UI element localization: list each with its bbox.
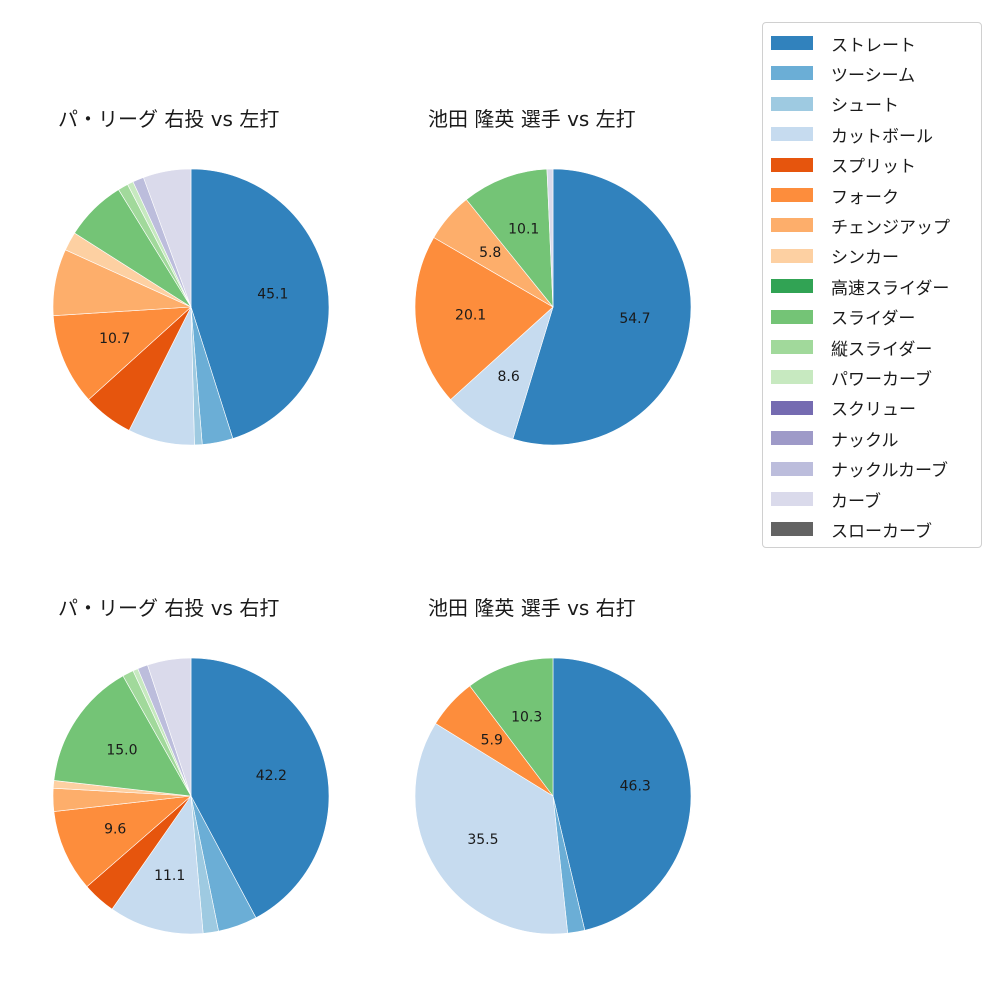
- pie-chart: 46.3 35.5 5.9 10.3: [414, 657, 692, 935]
- slice-value-label: 10.1: [508, 222, 539, 238]
- legend-label: チェンジアップ: [831, 217, 950, 238]
- legend-label: スプリット: [831, 157, 916, 178]
- legend-label: スライダー: [831, 309, 916, 330]
- legend-label: 縦スライダー: [831, 339, 933, 360]
- legend-item: ナックルカーブ: [771, 457, 948, 481]
- legend-swatch: [771, 279, 813, 294]
- legend-item: スライダー: [771, 305, 915, 329]
- legend-swatch: [771, 340, 813, 354]
- legend-item: ツーシーム: [771, 61, 916, 86]
- legend-swatch: [771, 66, 813, 81]
- chart-title: 池田 隆英 選手 vs 右打: [428, 596, 636, 620]
- legend-label: カーブ: [831, 491, 881, 512]
- legend-label: フォーク: [831, 187, 899, 208]
- slice-value-label: 9.6: [104, 821, 126, 837]
- slice-value-label: 15.0: [106, 742, 137, 758]
- legend-swatch: [771, 431, 813, 446]
- legend-item: スクリュー: [771, 396, 916, 420]
- legend-swatch: [771, 370, 813, 385]
- pie-slice: [53, 795, 192, 888]
- legend-item: 縦スライダー: [771, 335, 933, 360]
- slice-value-label: 35.5: [467, 832, 498, 848]
- slice-value-label: 11.1: [154, 868, 185, 884]
- legend-swatch: [771, 157, 813, 172]
- legend-swatch: [771, 218, 813, 233]
- slice-value-label: 46.3: [620, 778, 651, 794]
- pie-slice: [465, 168, 554, 308]
- legend-label: ツーシーム: [831, 65, 916, 86]
- slice-value-label: 5.9: [481, 732, 503, 748]
- pie-slice: [53, 675, 192, 797]
- legend-swatch: [771, 309, 813, 324]
- pie-chart: 54.7 8.6 20.1 5.8 10.1: [414, 168, 692, 446]
- chart-title: パ・リーグ 右投 vs 左打: [58, 107, 280, 131]
- legend-item: カーブ: [771, 487, 881, 512]
- pie-slice: [190, 168, 330, 439]
- legend-label: スローカーブ: [831, 521, 932, 542]
- legend-item: 高速スライダー: [771, 274, 950, 299]
- slice-value-label: 42.2: [256, 768, 287, 784]
- pie-slice: [469, 657, 554, 797]
- slice-value-label: 54.7: [619, 311, 650, 327]
- pie-slice: [414, 723, 569, 935]
- legend-label: シンカー: [831, 248, 899, 269]
- legend-item: フォーク: [771, 183, 899, 208]
- pie-slice: [147, 657, 192, 797]
- legend-item: シンカー: [771, 244, 899, 268]
- chart-title: パ・リーグ 右投 vs 右打: [58, 596, 280, 620]
- slice-value-label: 10.3: [511, 709, 542, 725]
- legend-label: シュート: [831, 96, 899, 117]
- legend-swatch: [771, 492, 813, 506]
- legend-label: スクリュー: [831, 400, 916, 421]
- legend-label: ナックル: [831, 430, 899, 451]
- legend-item: ナックル: [771, 426, 899, 451]
- pie-slice: [190, 657, 330, 919]
- legend-label: パワーカーブ: [831, 369, 932, 390]
- pie-chart: 42.2 11.1 9.6 15.0: [52, 657, 330, 935]
- legend-swatch: [771, 522, 813, 537]
- legend-item: スプリット: [771, 153, 916, 177]
- legend-item: スローカーブ: [771, 517, 932, 542]
- pie-slice: [552, 657, 692, 931]
- pie-slice: [512, 168, 692, 446]
- legend-item: チェンジアップ: [771, 213, 950, 238]
- legend-label: ナックルカーブ: [831, 461, 948, 482]
- slice-value-label: 8.6: [498, 369, 520, 385]
- pie-slice: [111, 795, 204, 935]
- legend: ストレートツーシームシュートカットボール スプリットフォークチェンジアップ シンカー…: [762, 22, 982, 548]
- legend-swatch: [771, 248, 813, 263]
- legend-item: パワーカーブ: [771, 365, 932, 390]
- legend-item: ストレート: [771, 31, 916, 56]
- slice-value-label: 45.1: [257, 286, 288, 302]
- legend-swatch: [771, 188, 813, 202]
- legend-item: シュート: [771, 92, 899, 116]
- slice-value-label: 20.1: [455, 308, 486, 324]
- slice-value-label: 10.7: [99, 331, 130, 347]
- legend-swatch: [771, 400, 813, 415]
- pie-slice: [52, 306, 192, 400]
- pie-slice: [143, 168, 192, 308]
- legend-label: 高速スライダー: [831, 278, 950, 299]
- legend-label: カットボール: [831, 126, 933, 147]
- pie-slice: [546, 168, 554, 308]
- pie-slice: [414, 237, 554, 400]
- legend-swatch: [771, 36, 813, 50]
- legend-swatch: [771, 127, 813, 142]
- legend-swatch: [771, 96, 813, 111]
- slice-value-label: 5.8: [479, 245, 501, 261]
- chart-title: 池田 隆英 選手 vs 左打: [428, 107, 636, 131]
- legend-swatch: [771, 461, 813, 476]
- legend-item: カットボール: [771, 122, 933, 147]
- legend-label: ストレート: [831, 35, 916, 56]
- pie-chart: 45.1 10.7: [52, 168, 330, 446]
